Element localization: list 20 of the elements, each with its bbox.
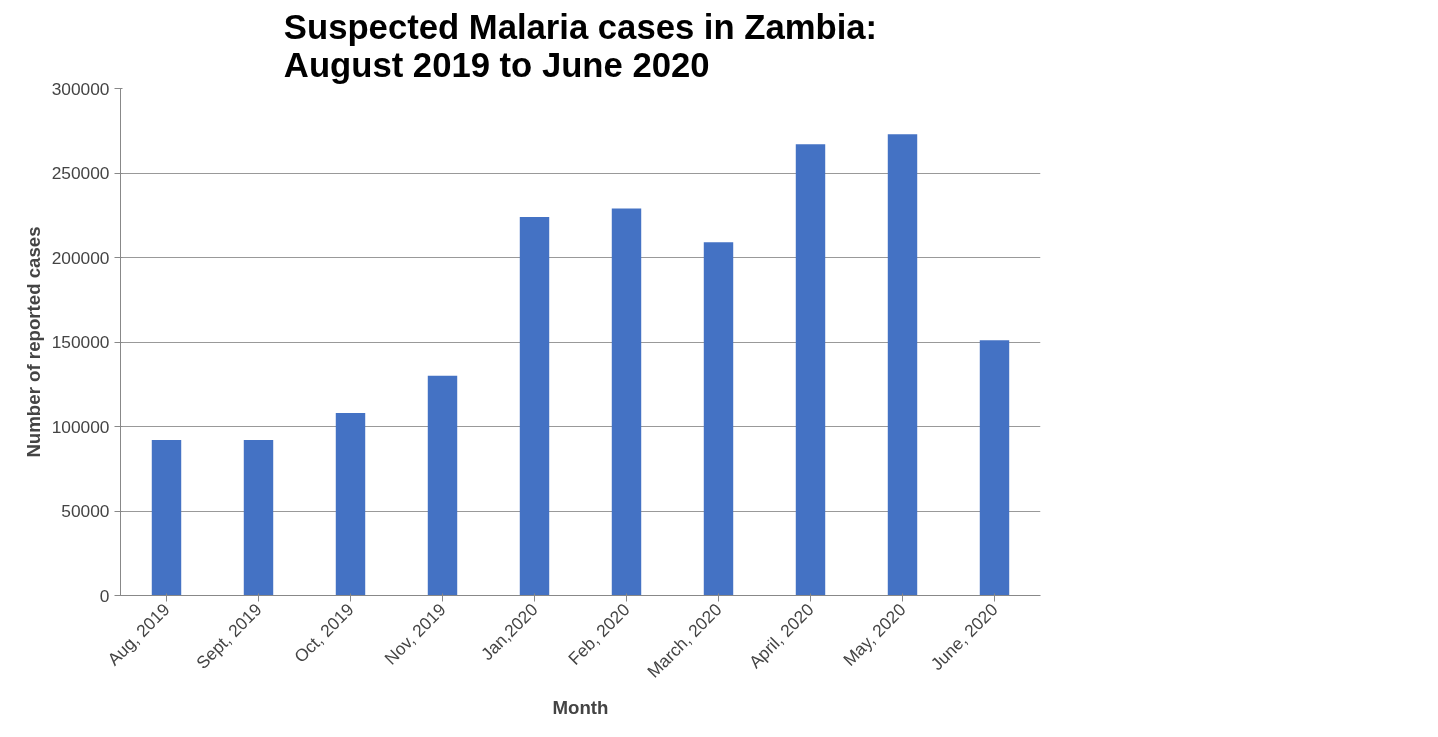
chart-title: Suspected Malaria cases in Zambia: August 2019 to June 2020: [283, 7, 878, 84]
y-axis-title: Number of reported cases: [22, 226, 44, 458]
bar: [887, 134, 918, 596]
y-tick-label: 150000: [51, 332, 110, 352]
bar: [979, 340, 1010, 596]
y-tick-label: 200000: [51, 247, 110, 268]
bar: [611, 208, 642, 596]
bar: [703, 242, 734, 596]
bar: [243, 440, 274, 596]
x-axis-title: Month: [552, 696, 609, 718]
bar: [519, 216, 550, 596]
bar: [335, 412, 366, 596]
y-tick-label: 250000: [51, 163, 110, 183]
y-tick-label: 0: [99, 585, 110, 606]
y-tick-label: 50000: [61, 501, 110, 521]
y-tick-label: 300000: [51, 78, 110, 99]
bar: [427, 375, 458, 596]
y-tick-label: 100000: [51, 416, 110, 437]
bar: [795, 144, 826, 596]
bar: [151, 440, 182, 596]
